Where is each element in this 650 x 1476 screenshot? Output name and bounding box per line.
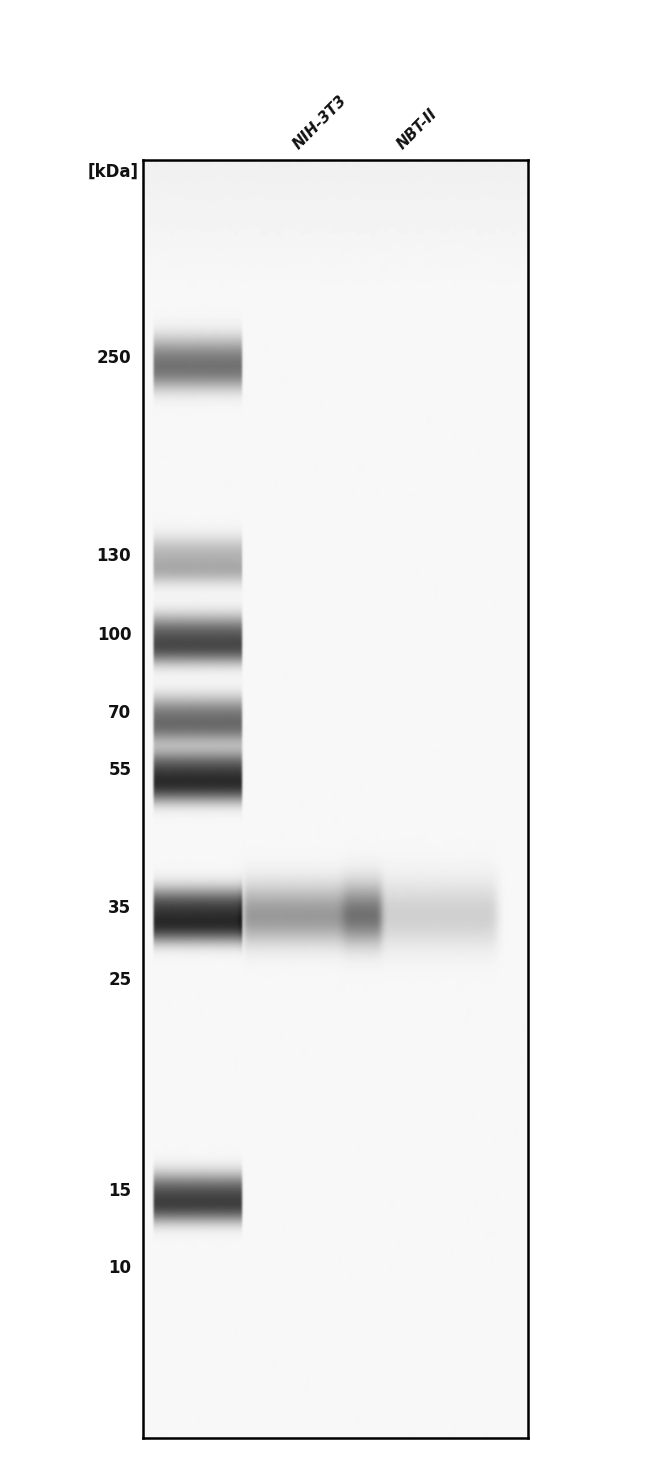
Text: [kDa]: [kDa] [88, 162, 138, 182]
Text: 35: 35 [108, 899, 131, 917]
Text: NBT-II: NBT-II [394, 106, 440, 152]
Text: 10: 10 [109, 1259, 131, 1277]
Text: 70: 70 [108, 704, 131, 722]
Text: NIH-3T3: NIH-3T3 [291, 93, 350, 152]
Text: 100: 100 [97, 626, 131, 645]
Text: 25: 25 [108, 971, 131, 989]
Text: 250: 250 [97, 350, 131, 368]
Text: 130: 130 [97, 548, 131, 565]
Text: 15: 15 [109, 1182, 131, 1200]
Text: 55: 55 [109, 760, 131, 779]
